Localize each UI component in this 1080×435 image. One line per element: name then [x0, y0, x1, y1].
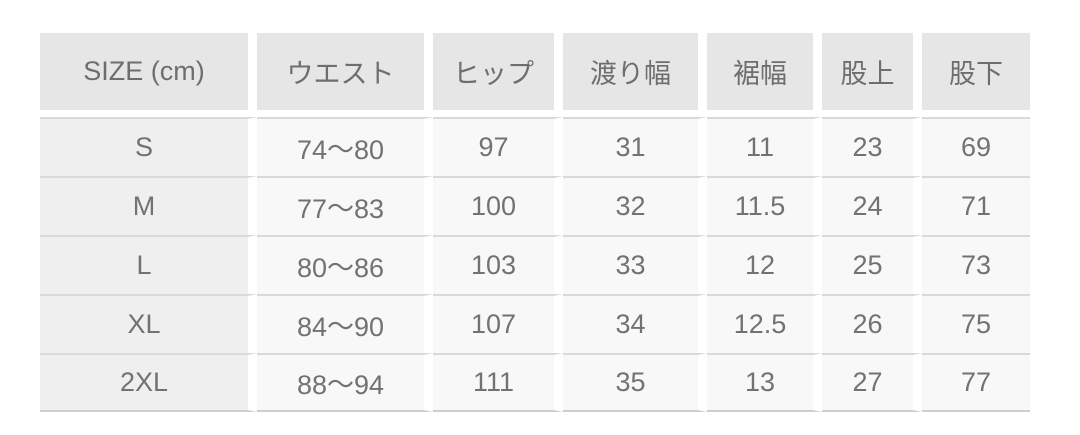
measurement-cell: 111: [433, 353, 563, 412]
column-header-waist: ウエスト: [257, 33, 433, 117]
measurement-cell: 32: [563, 176, 707, 235]
measurement-cell: 100: [433, 176, 563, 235]
measurement-cell: 88〜94: [257, 353, 433, 412]
measurement-cell: 34: [563, 294, 707, 353]
measurement-cell: 77: [922, 353, 1030, 412]
table-row-size-s: S 74〜80 97 31 11 23 69: [40, 117, 1030, 176]
column-header-thigh: 渡り幅: [563, 33, 707, 117]
measurement-cell: 27: [822, 353, 922, 412]
table-row-size-2xl: 2XL 88〜94 111 35 13 27 77: [40, 353, 1030, 412]
size-cell: M: [40, 176, 257, 235]
table-row-size-xl: XL 84〜90 107 34 12.5 26 75: [40, 294, 1030, 353]
size-chart-table: SIZE (cm) ウエスト ヒップ 渡り幅 裾幅 股上 股下 S 74〜80 …: [40, 33, 1030, 412]
table-row-size-m: M 77〜83 100 32 11.5 24 71: [40, 176, 1030, 235]
size-cell: L: [40, 235, 257, 294]
measurement-cell: 35: [563, 353, 707, 412]
column-header-size: SIZE (cm): [40, 33, 257, 117]
measurement-cell: 69: [922, 117, 1030, 176]
measurement-cell: 84〜90: [257, 294, 433, 353]
size-cell: S: [40, 117, 257, 176]
size-cell: XL: [40, 294, 257, 353]
measurement-cell: 80〜86: [257, 235, 433, 294]
measurement-cell: 12.5: [707, 294, 822, 353]
measurement-cell: 74〜80: [257, 117, 433, 176]
size-cell: 2XL: [40, 353, 257, 412]
measurement-cell: 23: [822, 117, 922, 176]
measurement-cell: 31: [563, 117, 707, 176]
measurement-cell: 11.5: [707, 176, 822, 235]
measurement-cell: 11: [707, 117, 822, 176]
column-header-rise: 股上: [822, 33, 922, 117]
measurement-cell: 71: [922, 176, 1030, 235]
column-header-hem: 裾幅: [707, 33, 822, 117]
measurement-cell: 13: [707, 353, 822, 412]
measurement-cell: 12: [707, 235, 822, 294]
size-chart-header-row: SIZE (cm) ウエスト ヒップ 渡り幅 裾幅 股上 股下: [40, 33, 1030, 117]
measurement-cell: 33: [563, 235, 707, 294]
measurement-cell: 107: [433, 294, 563, 353]
measurement-cell: 75: [922, 294, 1030, 353]
column-header-inseam: 股下: [922, 33, 1030, 117]
measurement-cell: 97: [433, 117, 563, 176]
measurement-cell: 73: [922, 235, 1030, 294]
measurement-cell: 25: [822, 235, 922, 294]
table-row-size-l: L 80〜86 103 33 12 25 73: [40, 235, 1030, 294]
measurement-cell: 24: [822, 176, 922, 235]
measurement-cell: 26: [822, 294, 922, 353]
column-header-hip: ヒップ: [433, 33, 563, 117]
measurement-cell: 103: [433, 235, 563, 294]
measurement-cell: 77〜83: [257, 176, 433, 235]
